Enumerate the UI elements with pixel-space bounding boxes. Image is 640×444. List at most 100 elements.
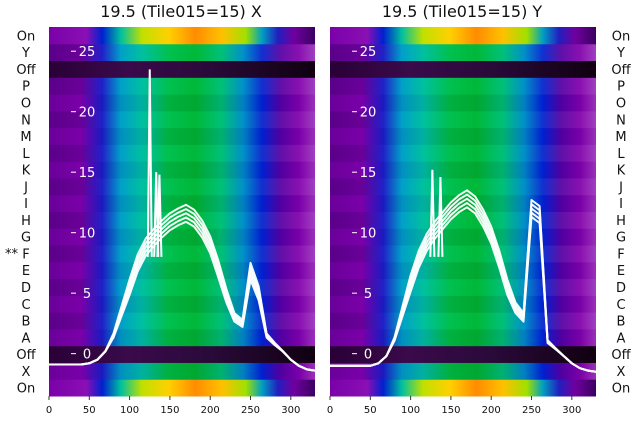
x-tick-label: 0: [327, 405, 333, 416]
heatmap-row-off: [330, 60, 596, 78]
row-label: X: [617, 365, 626, 380]
row-label: B: [22, 315, 31, 330]
heatmap-row-n: [49, 110, 315, 129]
row-label: O: [616, 96, 626, 111]
row-label: F: [22, 247, 29, 262]
overlay-trace: [330, 189, 597, 373]
row-label: J: [618, 180, 623, 195]
overlay-y-ticks-y: 0 5 10 15 20 25: [352, 45, 377, 363]
row-label: C: [21, 298, 30, 313]
overlay-y-tick-label: 25: [79, 45, 96, 60]
overlay-y-tick-label: 20: [79, 106, 96, 121]
x-tick-labels-y: 0 50 100 150 200 250 300: [327, 396, 581, 416]
overlay-y-tick-label: 5: [83, 287, 91, 302]
heatmap-row-off: [49, 345, 315, 363]
x-tick-label: 300: [562, 405, 581, 416]
row-label: G: [616, 231, 626, 246]
overlay-spike: [437, 176, 444, 257]
row-label: E: [22, 264, 30, 279]
row-label: J: [23, 180, 28, 195]
row-label: Y: [616, 46, 625, 61]
heatmap-row-k: [49, 161, 315, 179]
row-label: On: [17, 29, 35, 44]
heatmap-row-c: [330, 295, 596, 313]
row-label: O: [21, 96, 31, 111]
row-label: L: [22, 147, 30, 162]
row-label: K: [22, 164, 31, 179]
heatmap-row-p: [330, 77, 596, 95]
row-label: P: [22, 80, 30, 95]
overlay-spike: [146, 69, 153, 257]
row-label: A: [22, 331, 31, 346]
heatmap-row-b: [330, 312, 596, 330]
chart-title-x: 19.5 (Tile015=15) X: [100, 2, 262, 21]
row-label: H: [21, 214, 31, 229]
row-label: On: [612, 29, 630, 44]
row-label: H: [616, 214, 626, 229]
heatmap-row-on: [330, 379, 596, 397]
row-label: N: [21, 113, 31, 128]
heatmap-row-o: [330, 94, 596, 112]
heatmap-row-y: [49, 43, 315, 62]
row-label: K: [617, 164, 626, 179]
x-tick-label: 100: [401, 405, 420, 416]
heatmap-row-off: [49, 60, 315, 78]
row-label: D: [616, 281, 626, 296]
heatmap-row-i: [49, 194, 315, 212]
heatmap-row-e: [330, 261, 596, 280]
row-label: G: [21, 231, 31, 246]
heatmap-row-n: [330, 110, 596, 129]
heatmap-row-f: [49, 245, 315, 263]
row-label: Y: [21, 46, 30, 61]
heatmap-row-j: [49, 177, 315, 196]
row-label: N: [616, 113, 626, 128]
x-tick-label: 0: [46, 405, 52, 416]
overlay-spike: [429, 169, 436, 257]
heatmap-row-y: [330, 43, 596, 62]
row-label: E: [617, 264, 625, 279]
x-tick-label: 150: [160, 405, 179, 416]
heatmap-row-on: [330, 27, 596, 45]
row-label: M: [615, 130, 626, 145]
row-label: Off: [611, 348, 631, 363]
overlay-y-tick-label: 20: [360, 106, 377, 121]
heatmap-row-l: [330, 144, 596, 162]
x-tick-labels-x: 0 50 100 150 200 250 300: [46, 396, 300, 416]
overlay-y-ticks-x: 0 5 10 15 20 25: [71, 45, 96, 363]
heatmap-row-b: [49, 312, 315, 330]
heatmap-row-c: [49, 295, 315, 313]
heatmap-row-on: [49, 379, 315, 397]
heatmap-row-l: [49, 144, 315, 162]
heatmap-bands-y: [330, 27, 596, 397]
overlay-trace: [49, 203, 316, 372]
x-tick-label: 50: [364, 405, 377, 416]
overlay-y-tick-label: 0: [364, 348, 372, 363]
row-label: Off: [611, 63, 631, 78]
row-label: On: [17, 382, 35, 397]
heatmap-row-g: [49, 228, 315, 246]
heatmap-row-k: [330, 161, 596, 179]
heatmap-row-i: [330, 194, 596, 212]
overlay-y-tick-label: 10: [360, 227, 377, 242]
heatmap-row-d: [330, 278, 596, 296]
overlay-y-tick-label: 5: [364, 287, 372, 302]
row-label: I: [24, 197, 28, 212]
row-label: A: [617, 331, 626, 346]
row-label: M: [20, 130, 31, 145]
overlay-y-tick-label: 15: [360, 166, 377, 181]
heatmap-bands-x: [49, 27, 315, 397]
x-tick-label: 100: [120, 405, 139, 416]
heatmap-panel-y: 19.5 (Tile015=15) Y On X Off ABCDEFGHIJKLMN…: [327, 2, 632, 416]
row-marker: **: [5, 247, 19, 262]
x-tick-label: 200: [482, 405, 501, 416]
heatmap-row-j: [330, 177, 596, 196]
overlay-y-tick-label: 0: [83, 348, 91, 363]
x-tick-label: 150: [441, 405, 460, 416]
row-label: C: [616, 298, 625, 313]
overlay-y-tick-label: 15: [79, 166, 96, 181]
row-label: L: [617, 147, 625, 162]
row-label: X: [22, 365, 31, 380]
